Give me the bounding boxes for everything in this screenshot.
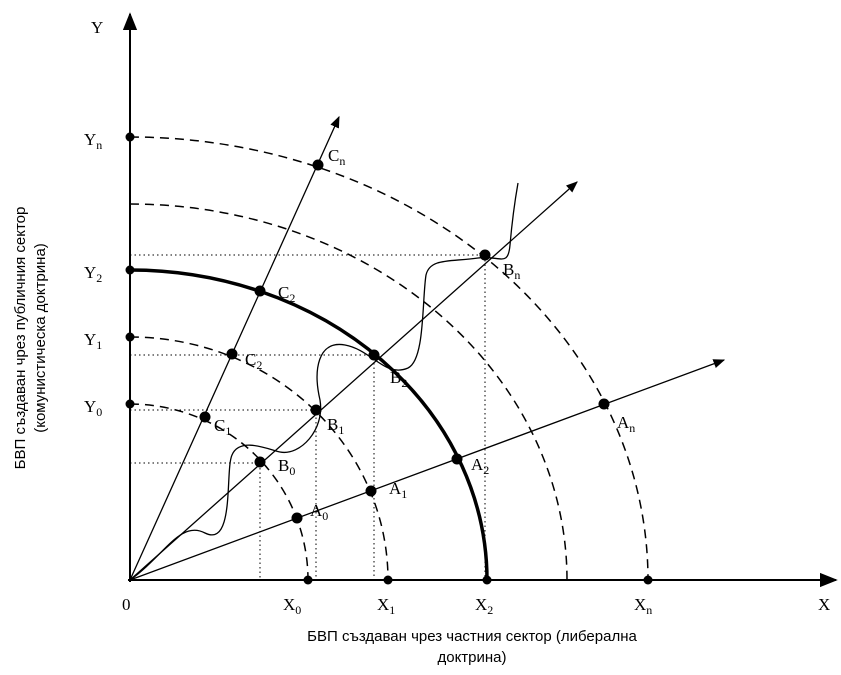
x-tick-label: X0 <box>283 595 301 617</box>
point-yn <box>125 132 135 142</box>
point-cn <box>312 159 324 171</box>
point-label-b2: B2 <box>390 368 407 390</box>
point-label-a2: A2 <box>471 455 489 477</box>
point-y1 <box>125 332 135 342</box>
frontier-curve-n <box>129 136 649 581</box>
x-axis-symbol: X <box>818 595 830 614</box>
point-label-cn: Cn <box>328 146 345 168</box>
point-c1 <box>199 411 211 423</box>
point-xn <box>643 575 653 585</box>
y-axis-symbol: Y <box>91 18 103 37</box>
point-x2 <box>482 575 492 585</box>
y-tick-label: Y0 <box>84 397 102 419</box>
point-label-b1: B1 <box>327 415 344 437</box>
y-axis-title-line1: БВП създаван чрез публичния сектор <box>12 207 29 470</box>
y-axis-title: БВП създаван чрез публичния сектор (кому… <box>12 207 49 470</box>
point-a1 <box>365 485 377 497</box>
x-tick-label: Xn <box>634 595 652 617</box>
point-label-an: An <box>617 413 635 435</box>
point-label-c2: C2 <box>245 350 262 372</box>
point-a0 <box>291 512 303 524</box>
points <box>125 132 653 585</box>
ray-a <box>129 359 726 581</box>
point-a2 <box>451 453 463 465</box>
point-y0 <box>125 399 135 409</box>
x-axis-title-line1: БВП създаван чрез частния сектор (либера… <box>307 628 637 645</box>
x-axis-title-line2: доктрина) <box>437 649 506 666</box>
point-label-a0: A0 <box>310 501 328 523</box>
point-label-c1: C1 <box>214 416 231 438</box>
point-x0 <box>303 575 313 585</box>
point-bn <box>479 249 491 261</box>
ray-c <box>129 115 340 581</box>
y-tick-label: Y1 <box>84 330 102 352</box>
point-an <box>598 398 610 410</box>
ray-b <box>129 181 578 581</box>
point-b2 <box>368 349 380 361</box>
growth-path-wave <box>129 182 519 581</box>
point-label-a1: A1 <box>389 479 407 501</box>
y-tick-label: Yn <box>84 130 102 152</box>
frontier-curve-2 <box>129 268 489 581</box>
point-label-c2-frontier: C2 <box>278 283 295 305</box>
point-x1 <box>383 575 393 585</box>
point-y2 <box>125 265 135 275</box>
x-tick-label: X2 <box>475 595 493 617</box>
rays <box>129 115 726 581</box>
point-c2-frontier <box>254 285 266 297</box>
y-axis-title-line2: (комунистическа доктрина) <box>32 243 49 433</box>
point-b0 <box>254 456 266 468</box>
axes <box>122 12 838 588</box>
point-b1 <box>310 404 322 416</box>
point-label-b0: B0 <box>278 456 295 478</box>
point-c2 <box>226 348 238 360</box>
origin-label: 0 <box>122 595 131 614</box>
frontier-curve-0 <box>129 403 309 581</box>
x-tick-label: X1 <box>377 595 395 617</box>
y-tick-label: Y2 <box>84 263 102 285</box>
projection-lines <box>130 254 486 580</box>
point-label-bn: Bn <box>503 260 520 282</box>
frontier-curves <box>129 136 649 581</box>
frontier-curve-3 <box>129 203 568 581</box>
